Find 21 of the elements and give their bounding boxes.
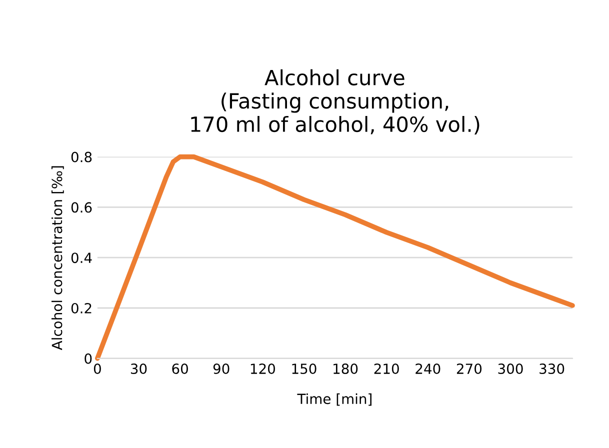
- chart-title: Alcohol curve (Fasting consumption, 170 ml of alcohol, 40% vol.): [191, 69, 480, 135]
- x-tick-label: 210: [374, 364, 399, 374]
- x-axis-title: Time [min]: [297, 393, 372, 406]
- x-tick-label: 240: [416, 364, 440, 374]
- x-tick-label: 120: [250, 364, 275, 374]
- y-axis-title: Alcohol concentration [‰]: [51, 166, 64, 350]
- x-tick-label: 330: [540, 364, 564, 374]
- x-tick-label: 270: [456, 364, 482, 374]
- y-tick-label: 0.4: [71, 252, 92, 264]
- x-tick-label: 30: [130, 364, 147, 374]
- x-tick-label: 60: [172, 364, 188, 374]
- x-tick-label: 0: [94, 364, 101, 374]
- x-tick-label: 180: [334, 364, 358, 374]
- y-tick-label: 0.2: [71, 302, 92, 314]
- line-series: [95, 154, 575, 361]
- x-tick-label: 300: [498, 364, 523, 374]
- y-tick-label: 0.8: [71, 152, 92, 162]
- y-tick-label: 0.6: [71, 202, 92, 213]
- x-tick-label: 150: [292, 364, 316, 374]
- y-tick-label: 0: [84, 353, 92, 364]
- x-tick-label: 90: [213, 364, 230, 374]
